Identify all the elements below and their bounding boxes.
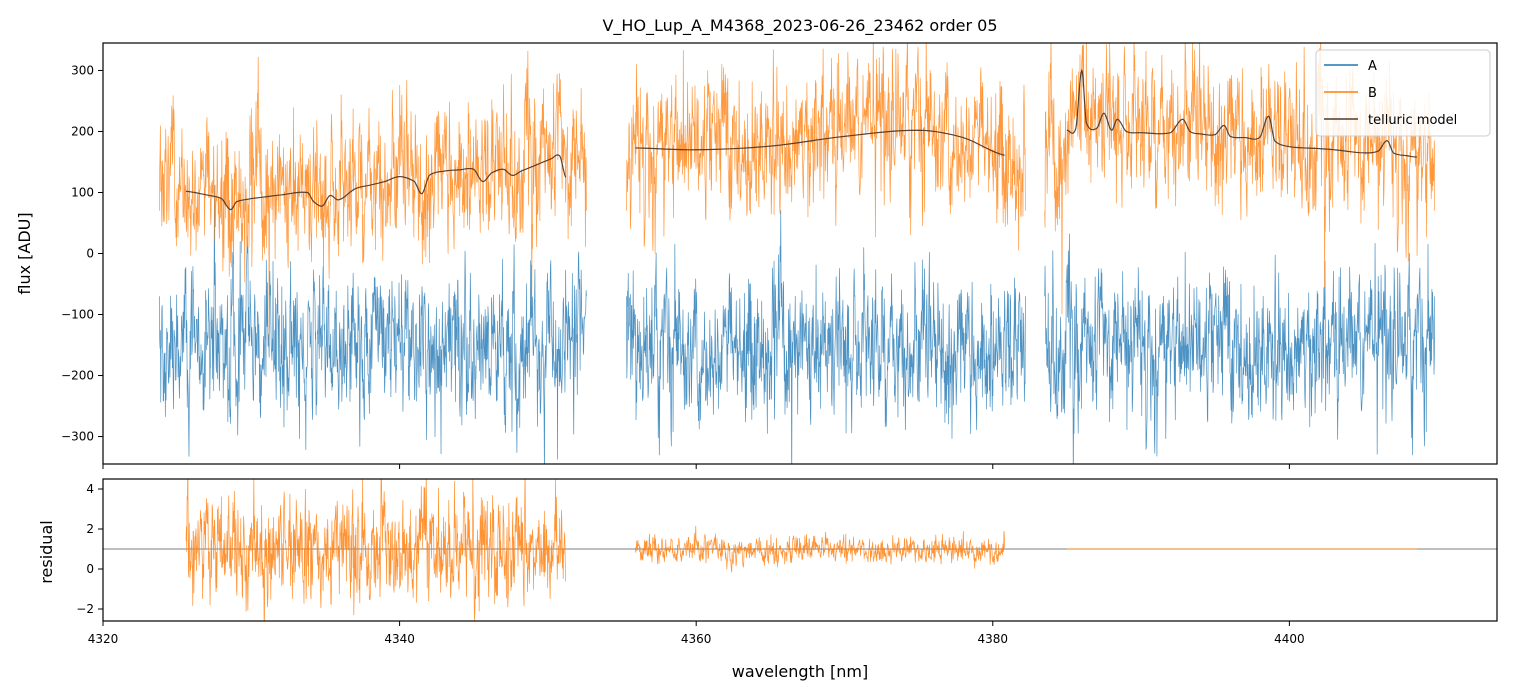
top-panel: −300 −200 −100 0 100 200 300 flux [ADU] A B te… — [15, 42, 1498, 469]
top-ytick-label: −200 — [61, 369, 94, 383]
bottom-y-axis: −2 0 2 4 — [76, 482, 103, 616]
top-y-axis: −300 −200 −100 0 100 200 300 — [61, 63, 103, 444]
legend-box — [1315, 49, 1491, 137]
top-plot-area — [159, 43, 1436, 464]
bottom-ytick-label: 4 — [86, 482, 94, 496]
bottom-x-axis: 4320 4340 4360 4380 4400 — [88, 621, 1305, 646]
legend-label-telluric: telluric model — [1368, 113, 1457, 128]
bottom-xlabel: wavelength [nm] — [732, 662, 869, 681]
top-ytick-label: 0 — [86, 247, 94, 261]
telluric-model-segment-1 — [635, 129, 1005, 156]
bottom-ytick-label: 0 — [86, 562, 94, 576]
legend-label-a: A — [1368, 59, 1377, 74]
top-ytick-label: 200 — [71, 124, 94, 138]
bottom-xtick-label: 4340 — [384, 632, 415, 646]
bottom-xtick-label: 4360 — [681, 632, 712, 646]
top-ytick-label: −100 — [61, 308, 94, 322]
telluric-model-segment-2 — [1066, 68, 1417, 158]
bottom-ytick-label: 2 — [86, 522, 94, 536]
chart-title: V_HO_Lup_A_M4368_2023-06-26_23462 order … — [602, 16, 997, 36]
bottom-ytick-label: −2 — [76, 602, 94, 616]
legend-label-b: B — [1368, 86, 1377, 101]
bottom-ylabel: residual — [37, 520, 56, 583]
bottom-plot-area — [103, 479, 1497, 621]
series-a-segment-2 — [1044, 233, 1436, 464]
residual-segment-1 — [635, 525, 1005, 573]
top-ytick-label: −300 — [61, 430, 94, 444]
top-ytick-label: 300 — [71, 63, 94, 77]
bottom-xtick-label: 4400 — [1274, 632, 1305, 646]
telluric-model-segment-0 — [185, 154, 567, 211]
legend: A B telluric model — [1315, 49, 1491, 137]
top-ylabel: flux [ADU] — [15, 212, 34, 294]
top-x-axis — [102, 464, 1290, 469]
bottom-axes-frame — [102, 478, 1498, 622]
bottom-xtick-label: 4380 — [978, 632, 1009, 646]
top-ytick-label: 100 — [71, 185, 94, 199]
series-b-segment-0 — [159, 50, 587, 343]
series-a-segment-0 — [159, 185, 587, 464]
series-a-segment-1 — [626, 210, 1026, 464]
bottom-xtick-label: 4320 — [88, 632, 119, 646]
bottom-panel: −2 0 2 4 4320 4340 4360 4380 4400 residual wave… — [37, 478, 1498, 681]
residual-segment-0 — [185, 479, 567, 621]
